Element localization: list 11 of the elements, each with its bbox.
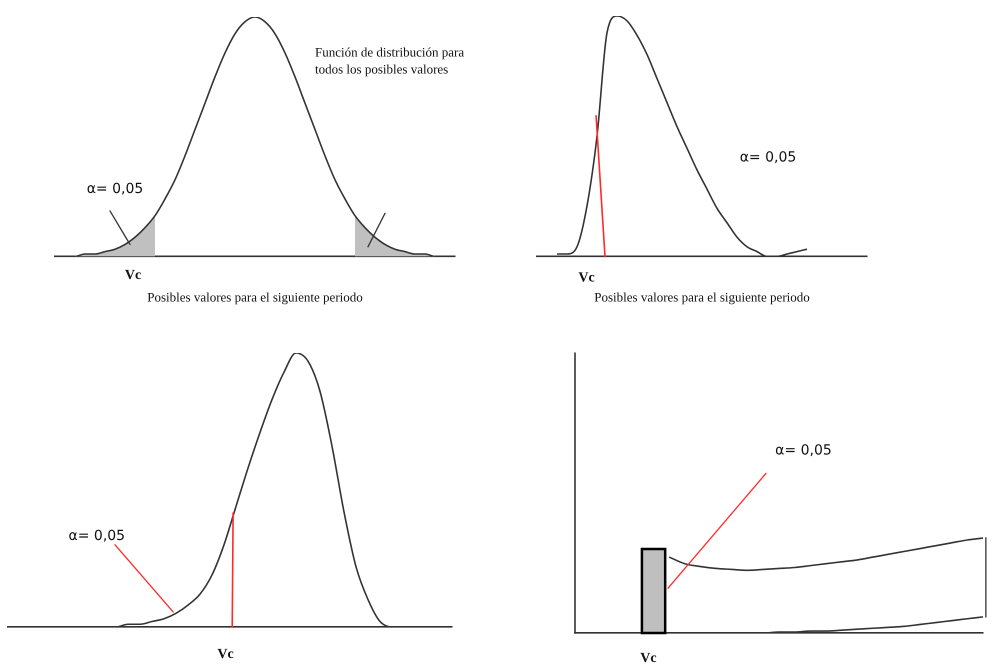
text: Vc — [217, 647, 234, 662]
x-axis-title: Posibles valores para el siguiente periodo — [594, 290, 810, 305]
annotation: α= 0,05 — [740, 149, 796, 166]
text: α= 0,05 — [775, 442, 832, 459]
text: Vc — [640, 650, 657, 665]
annotation: Función de distribución para todos los posibles valores — [315, 44, 464, 76]
annotation: α= 0,05 — [68, 528, 126, 544]
text: Vc — [124, 268, 142, 284]
text: Vc — [578, 270, 595, 286]
annotation: α= 0,05 — [86, 181, 144, 198]
x-axis-title: Posibles valores para el siguiente periodo — [147, 290, 363, 305]
